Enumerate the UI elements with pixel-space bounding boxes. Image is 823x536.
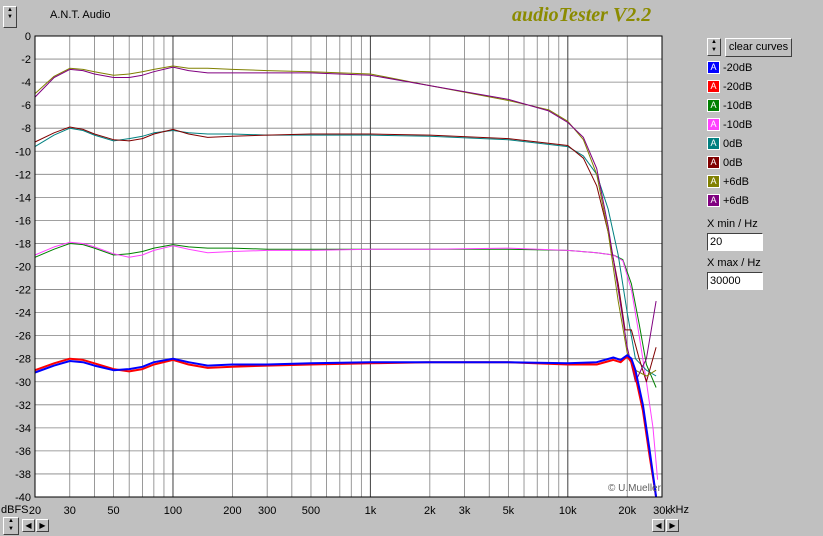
x-tick-labels: 20 30 50 100 200 300 500 1k 2k 3k 5k 10k 20k 30k (29, 505, 671, 517)
y-tick-label: -6 (21, 100, 31, 112)
y-tick-label: -28 (15, 354, 31, 366)
scroll-right-button-right[interactable]: ▶ (666, 519, 679, 532)
x-tick-label: 2k (424, 505, 436, 517)
legend-swatch-icon[interactable]: A (707, 175, 720, 188)
legend-item[interactable]: A +6dB (707, 173, 749, 190)
x-tick-label: 3k (459, 505, 471, 517)
y-tick-label: -2 (21, 54, 31, 66)
scroll-right-button[interactable]: ▶ (36, 519, 49, 532)
y-tick-label: -22 (15, 285, 31, 297)
x-tick-label: 5k (503, 505, 515, 517)
y-tick-label: -10 (15, 146, 31, 158)
spinner-up-icon[interactable]: ▲ (711, 39, 717, 45)
bottom-scroll-spinner[interactable]: ▲ ▼ (3, 517, 19, 535)
y-tick-label: -32 (15, 400, 31, 412)
legend-label: -10dB (723, 118, 753, 131)
legend-swatch-icon[interactable]: A (707, 137, 720, 150)
grid (34, 35, 663, 498)
spinner-down-icon[interactable]: ▼ (7, 14, 13, 20)
y-tick-label: -18 (15, 238, 31, 250)
clear-curves-button[interactable]: clear curves (725, 38, 792, 57)
legend-item[interactable]: A -20dB (707, 78, 752, 95)
y-tick-label: -14 (15, 192, 31, 204)
legend-scroll-spinner[interactable]: ▲ ▼ (707, 38, 721, 56)
x-tick-label: 500 (302, 505, 320, 517)
y-tick-label: 0 (25, 31, 31, 43)
curves (34, 65, 659, 498)
legend-swatch-icon[interactable]: A (707, 194, 720, 207)
y-tick-label: -12 (15, 169, 31, 181)
series-line (34, 243, 657, 388)
legend-label: 0dB (723, 137, 743, 150)
legend-label: +6dB (723, 175, 749, 188)
legend-item[interactable]: A -20dB (707, 59, 752, 76)
legend-swatch-icon[interactable]: A (707, 99, 720, 112)
legend-swatch-icon[interactable]: A (707, 61, 720, 74)
legend-label: -10dB (723, 99, 753, 112)
y-tick-label: -40 (15, 492, 31, 504)
xmax-label: X max / Hz (707, 257, 761, 269)
legend-item[interactable]: A -10dB (707, 116, 752, 133)
spinner-down-icon[interactable]: ▼ (711, 47, 717, 53)
y-tick-label: -8 (21, 123, 31, 135)
series-line (34, 65, 657, 377)
x-tick-label: 50 (107, 505, 119, 517)
legend-item[interactable]: A 0dB (707, 154, 743, 171)
x-tick-label: 30 (64, 505, 76, 517)
y-tick-label: -36 (15, 446, 31, 458)
scroll-left-button-right[interactable]: ◀ (652, 519, 665, 532)
legend-label: 0dB (723, 156, 743, 169)
spinner-up-icon[interactable]: ▲ (8, 518, 14, 524)
top-scroll-spinner[interactable]: ▲ ▼ (3, 6, 17, 28)
y-tick-label: -20 (15, 262, 31, 274)
y-tick-label: -4 (21, 77, 31, 89)
xmin-input[interactable]: 20 (707, 233, 763, 251)
y-tick-label: -30 (15, 377, 31, 389)
y-tick-label: -24 (15, 308, 31, 320)
x-tick-label: 200 (223, 505, 241, 517)
x-tick-label: 10k (559, 505, 577, 517)
brand-label: A.N.T. Audio (50, 9, 111, 21)
series-line (34, 66, 657, 383)
x-tick-label: 20k (618, 505, 636, 517)
legend-item[interactable]: A +6dB (707, 192, 749, 209)
x-unit-label: kHz (670, 504, 689, 516)
y-tick-labels: 0 -2 -4 -6 -8 -10 -12 -14 -16 -18 -20 -22 -24 -26 -28 -… (15, 31, 31, 504)
series-line (34, 354, 658, 498)
spinner-up-icon[interactable]: ▲ (7, 7, 13, 13)
legend-label: -20dB (723, 80, 753, 93)
y-unit-label: dBFS (1, 504, 29, 516)
x-tick-label: 20 (29, 505, 41, 517)
y-tick-label: -38 (15, 469, 31, 481)
y-tick-label: -16 (15, 215, 31, 227)
legend-swatch-icon[interactable]: A (707, 80, 720, 93)
legend-item[interactable]: A 0dB (707, 135, 743, 152)
plot-frame (34, 35, 663, 498)
x-tick-label: 100 (164, 505, 182, 517)
copyright-label: © U.Mueller (608, 483, 661, 494)
xmax-input[interactable]: 30000 (707, 272, 763, 290)
legend-swatch-icon[interactable]: A (707, 156, 720, 169)
x-tick-label: 300 (258, 505, 276, 517)
legend-swatch-icon[interactable]: A (707, 118, 720, 131)
legend-label: -20dB (723, 61, 753, 74)
spinner-down-icon[interactable]: ▼ (8, 526, 14, 532)
app-title: audioTester V2.2 (512, 4, 652, 26)
legend-item[interactable]: A -10dB (707, 97, 752, 114)
y-tick-label: -34 (15, 423, 31, 435)
series-line (34, 355, 658, 498)
x-tick-label: 30k (653, 505, 671, 517)
legend-label: +6dB (723, 194, 749, 207)
xmin-label: X min / Hz (707, 218, 758, 230)
y-tick-label: -26 (15, 331, 31, 343)
x-tick-label: 1k (365, 505, 377, 517)
series-line (34, 126, 657, 383)
series-line (34, 241, 659, 480)
scroll-left-button[interactable]: ◀ (22, 519, 35, 532)
